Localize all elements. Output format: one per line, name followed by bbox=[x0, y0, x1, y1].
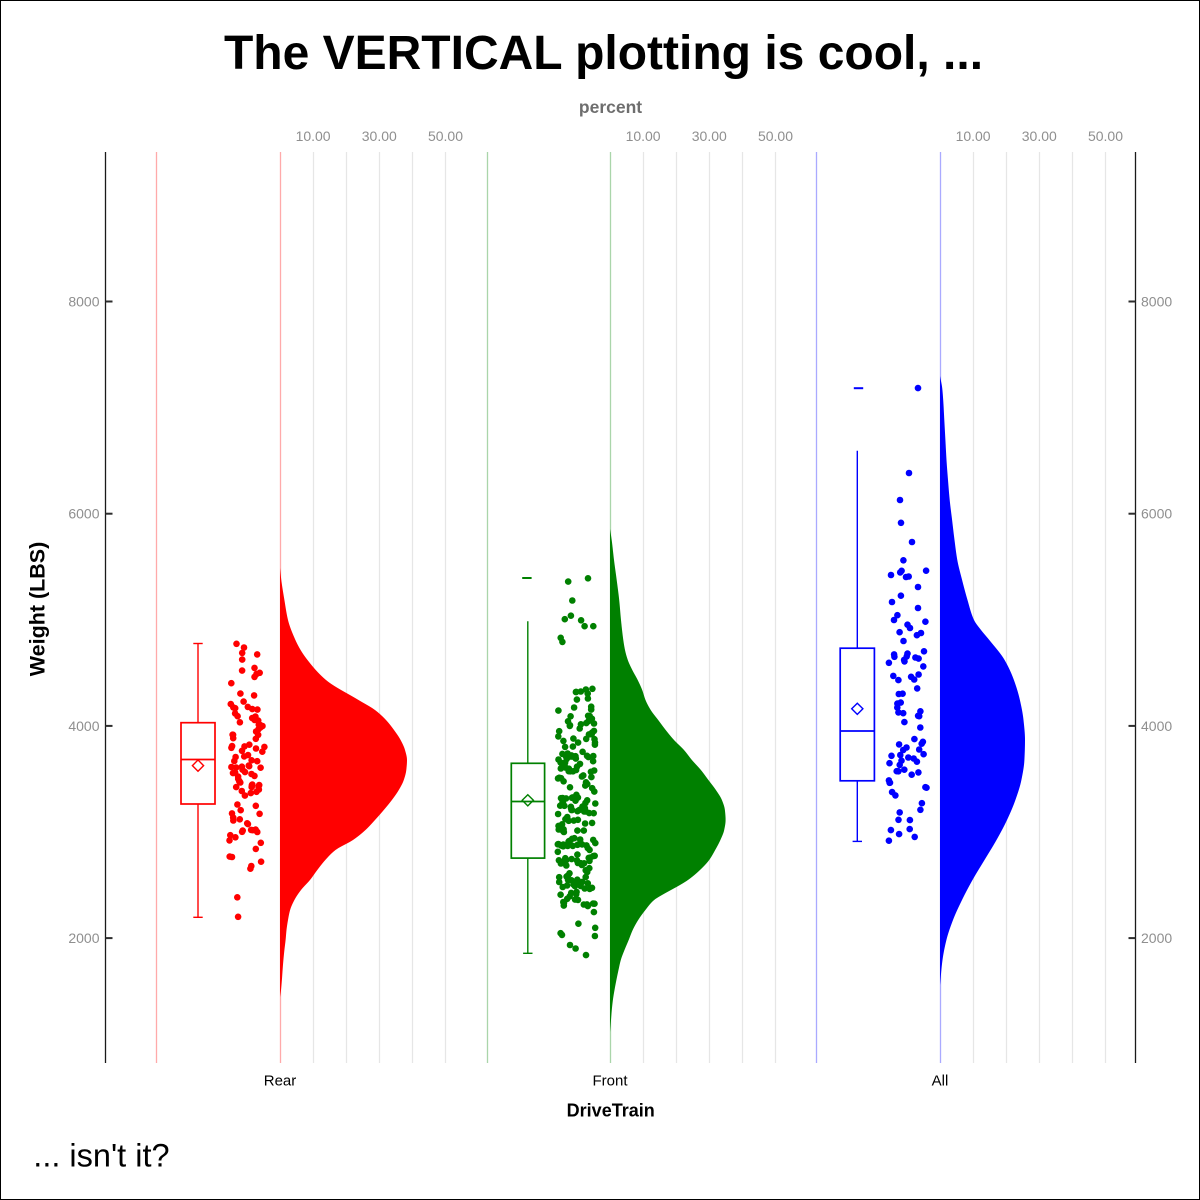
svg-text:4000: 4000 bbox=[68, 718, 99, 734]
svg-text:DriveTrain: DriveTrain bbox=[567, 1100, 655, 1120]
svg-text:The VERTICAL plotting is cool,: The VERTICAL plotting is cool, ... bbox=[224, 27, 983, 80]
svg-text:8000: 8000 bbox=[1141, 294, 1172, 310]
svg-text:percent: percent bbox=[579, 97, 642, 117]
svg-text:6000: 6000 bbox=[68, 506, 99, 522]
svg-text:2000: 2000 bbox=[68, 930, 99, 946]
svg-text:Rear: Rear bbox=[264, 1072, 297, 1089]
svg-text:10.00: 10.00 bbox=[296, 128, 331, 144]
svg-text:2000: 2000 bbox=[1141, 930, 1172, 946]
svg-text:All: All bbox=[932, 1072, 949, 1089]
svg-text:10.00: 10.00 bbox=[956, 128, 991, 144]
svg-text:50.00: 50.00 bbox=[1088, 128, 1123, 144]
svg-text:10.00: 10.00 bbox=[626, 128, 661, 144]
svg-text:30.00: 30.00 bbox=[1022, 128, 1057, 144]
svg-text:Front: Front bbox=[592, 1072, 628, 1089]
svg-text:4000: 4000 bbox=[1141, 718, 1172, 734]
svg-text:Weight (LBS): Weight (LBS) bbox=[25, 542, 49, 677]
svg-text:... isn't it?: ... isn't it? bbox=[33, 1137, 169, 1173]
svg-text:30.00: 30.00 bbox=[362, 128, 397, 144]
svg-text:6000: 6000 bbox=[1141, 506, 1172, 522]
svg-text:50.00: 50.00 bbox=[428, 128, 463, 144]
svg-text:30.00: 30.00 bbox=[692, 128, 727, 144]
svg-text:8000: 8000 bbox=[68, 294, 99, 310]
svg-text:50.00: 50.00 bbox=[758, 128, 793, 144]
